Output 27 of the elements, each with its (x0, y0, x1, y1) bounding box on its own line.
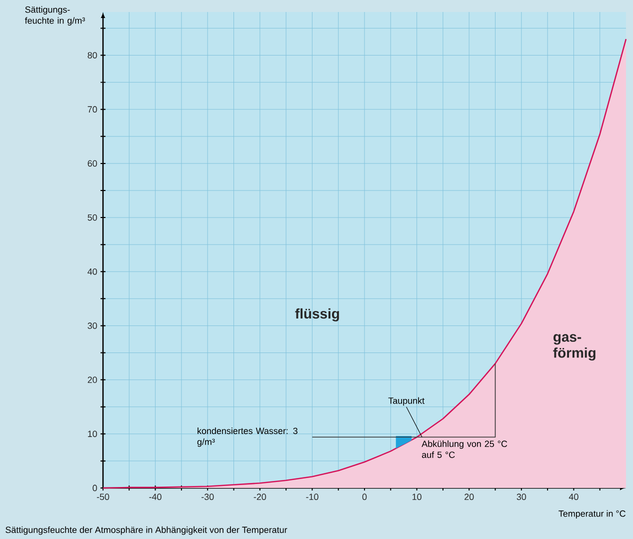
x-tick-label: 30 (516, 494, 526, 500)
x-axis-title: Temperatur in °C (558, 510, 626, 519)
annotation: Taupunkt (388, 397, 424, 406)
y-tick-label: 70 (88, 106, 97, 113)
x-tick-label: 40 (568, 494, 578, 500)
y-tick-label: 40 (88, 268, 97, 275)
y-axis-title: Sättigungs- feuchte in g/m³ (24, 6, 85, 26)
y-tick-label: 50 (88, 214, 97, 221)
x-tick-label: 10 (412, 494, 422, 500)
x-tick-label: 20 (464, 494, 474, 500)
y-tick-label: 80 (88, 52, 97, 58)
x-tick-label: -50 (96, 494, 110, 500)
y-tick-label: 20 (88, 376, 97, 383)
annotation: Abkühlung von 25 °C auf 5 °C (422, 440, 508, 458)
annotation: kondensiertes Wasser: 3 g/m³ (197, 427, 298, 447)
y-tick-label: 0 (92, 484, 97, 492)
annotation: flüssig (295, 308, 339, 322)
x-tick-label: -20 (254, 494, 266, 500)
x-tick-label: -30 (202, 494, 214, 500)
y-tick-label: 10 (88, 430, 97, 438)
x-tick-label: -10 (306, 494, 318, 500)
text: Sättigungsfeuchte der Atmosphäre in Abhängigkeit von der Temperatur (6, 526, 288, 535)
x-tick-label: 0 (362, 494, 367, 500)
y-tick-label: 60 (88, 160, 97, 167)
y-tick-label: 30 (88, 322, 97, 329)
annotation: gas-förmig (553, 334, 596, 361)
x-tick-label: -40 (149, 494, 162, 500)
